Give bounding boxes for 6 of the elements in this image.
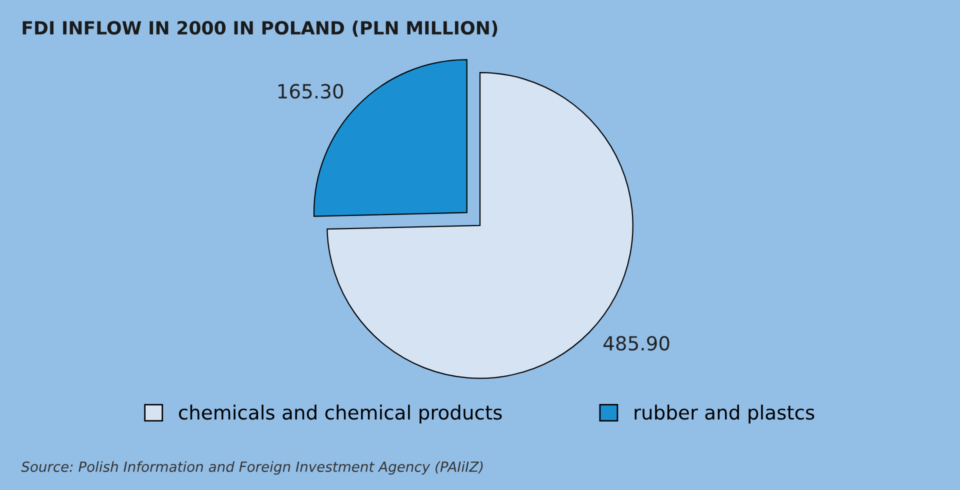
source-note: Source: Polish Information and Foreign Investment Agency (PAIiIZ)	[21, 461, 483, 475]
data-label: 165.30	[278, 84, 344, 99]
chart-title: FDI INFLOW IN 2000 IN POLAND (PLN MILLION)	[22, 20, 498, 37]
data-label: 485.90	[603, 336, 670, 351]
legend-label: chemicals and chemical products	[178, 404, 502, 424]
legend-label: rubber and plastcs	[634, 404, 814, 424]
